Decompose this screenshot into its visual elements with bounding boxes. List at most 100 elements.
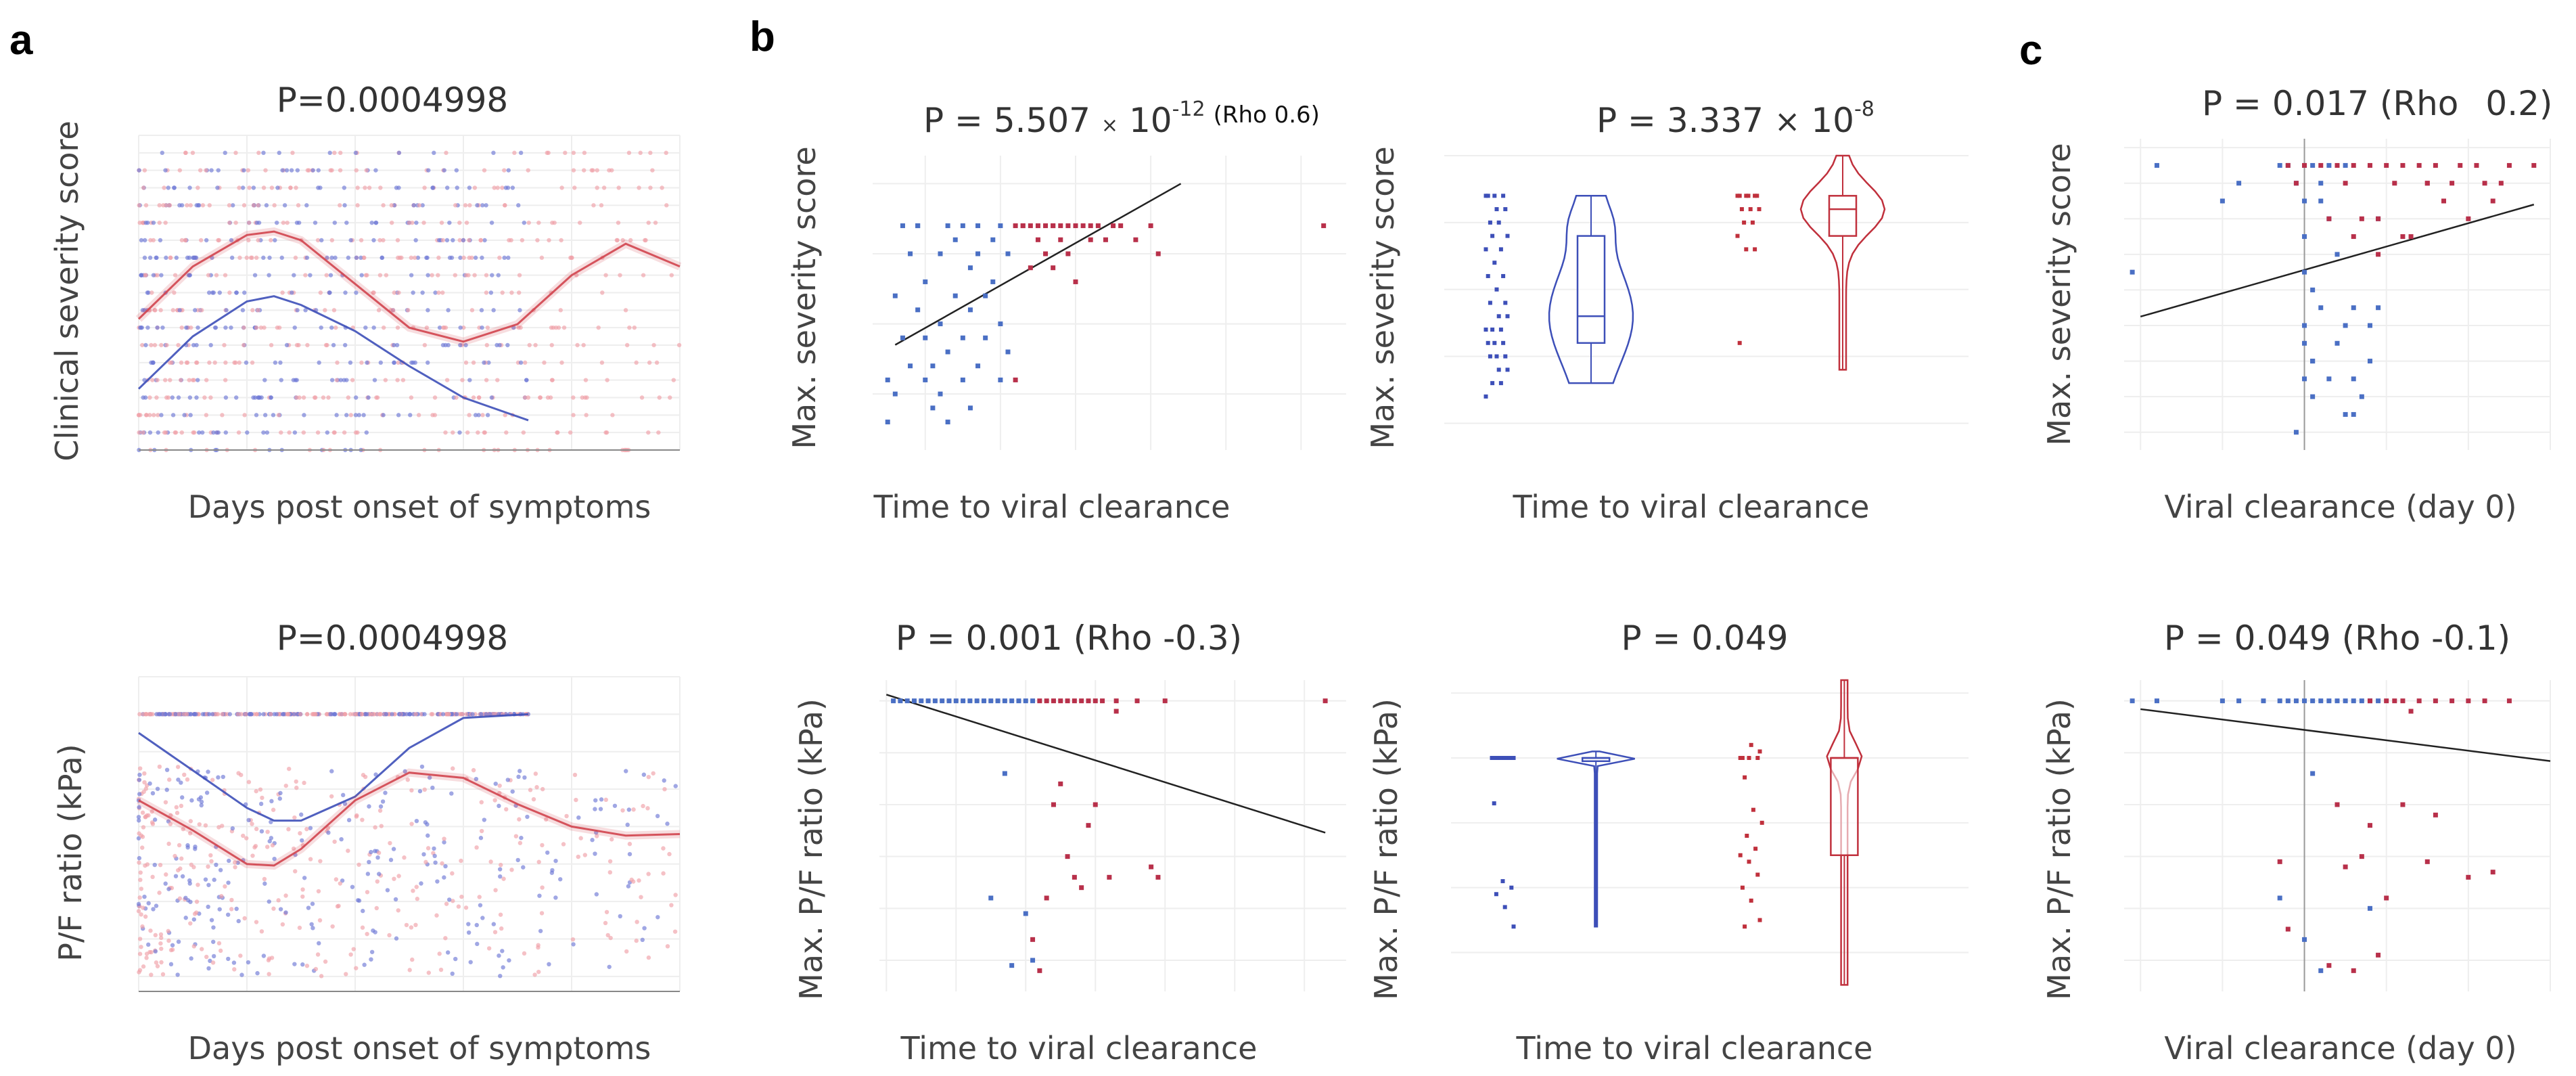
data-point — [539, 255, 545, 261]
data-point — [1749, 742, 1753, 747]
data-point — [527, 342, 532, 348]
data-point — [158, 932, 164, 937]
data-point — [1079, 698, 1084, 704]
data-point — [442, 836, 446, 841]
data-point — [144, 413, 149, 418]
data-point — [148, 928, 153, 933]
data-point — [1113, 709, 1119, 714]
data-point — [234, 395, 239, 400]
data-point — [555, 430, 560, 435]
data-point — [558, 308, 563, 313]
data-point — [540, 843, 545, 848]
data-point — [501, 876, 506, 881]
data-point — [518, 360, 524, 365]
data-point — [559, 360, 564, 365]
data-point — [211, 925, 216, 930]
data-point — [142, 168, 147, 173]
data-point — [350, 884, 355, 889]
data-point — [273, 238, 277, 243]
data-point — [137, 203, 141, 208]
data-point — [221, 774, 226, 780]
data-point — [338, 203, 342, 208]
data-point — [304, 826, 309, 832]
data-point — [1502, 756, 1507, 760]
data-point — [251, 185, 256, 190]
data-point — [505, 778, 510, 782]
x-axis-label: Time to viral clearance — [900, 1030, 1258, 1067]
data-point — [217, 907, 222, 912]
chart-title: P = 0.049 (Rho -0.1) — [2164, 619, 2510, 658]
data-point — [353, 150, 359, 156]
data-point — [2302, 376, 2307, 382]
data-point — [203, 877, 208, 882]
data-point — [355, 185, 360, 190]
data-point — [396, 150, 402, 156]
data-point — [400, 378, 406, 382]
data-point — [142, 255, 147, 261]
data-point — [656, 430, 661, 435]
data-point — [143, 863, 147, 868]
data-point — [632, 325, 637, 330]
data-point — [1322, 698, 1328, 704]
data-point — [209, 918, 214, 922]
data-point — [170, 395, 175, 400]
data-point — [348, 360, 353, 365]
data-point — [464, 220, 469, 225]
data-point — [164, 767, 170, 772]
data-point — [254, 220, 259, 225]
data-point — [1745, 834, 1749, 838]
data-point — [199, 803, 204, 808]
data-point — [2343, 864, 2348, 870]
data-point — [259, 929, 264, 934]
data-point — [477, 895, 482, 899]
data-point — [378, 804, 384, 809]
data-point — [426, 308, 430, 313]
data-point — [361, 413, 366, 418]
data-point — [166, 185, 170, 190]
data-point — [460, 378, 465, 382]
data-point — [355, 203, 360, 208]
data-point — [242, 203, 247, 208]
data-point — [138, 325, 143, 330]
data-point — [187, 255, 192, 261]
data-point — [136, 836, 141, 840]
data-point — [444, 901, 449, 906]
data-point — [139, 945, 143, 949]
data-point — [1111, 223, 1116, 229]
data-point — [279, 255, 284, 261]
data-point — [1757, 207, 1762, 212]
data-point — [329, 238, 335, 243]
data-point — [155, 964, 160, 968]
data-point — [1488, 354, 1492, 359]
data-point — [446, 308, 451, 313]
data-point — [2466, 216, 2471, 221]
data-point — [646, 220, 651, 225]
data-point — [158, 308, 163, 313]
data-point — [332, 839, 337, 844]
data-point — [417, 788, 423, 794]
data-point — [209, 859, 214, 864]
data-point — [2293, 181, 2299, 186]
data-point — [648, 185, 653, 190]
data-point — [199, 308, 204, 313]
data-point — [459, 712, 463, 717]
data-point — [137, 778, 142, 782]
data-point — [184, 325, 189, 330]
data-point — [272, 856, 277, 861]
data-point — [505, 342, 510, 348]
data-point — [150, 290, 154, 295]
x-axis-label: Days post onset of symptoms — [188, 1030, 651, 1067]
data-point — [2482, 698, 2487, 704]
chart-c-top: P = 0.017 (Rho 0.2) Max. severity score V… — [2041, 84, 2552, 525]
data-point — [137, 860, 141, 865]
data-point — [1100, 698, 1105, 704]
data-point — [269, 799, 274, 804]
chart-b-bottom-right: P = 0.049 Max. P/F ratio (kPa) Time to v… — [1368, 619, 1969, 1067]
data-point — [1072, 874, 1077, 880]
data-point — [145, 290, 150, 295]
data-point — [342, 203, 347, 208]
data-point — [210, 960, 216, 965]
data-point — [330, 924, 335, 929]
data-point — [967, 265, 973, 271]
data-point — [173, 874, 179, 878]
